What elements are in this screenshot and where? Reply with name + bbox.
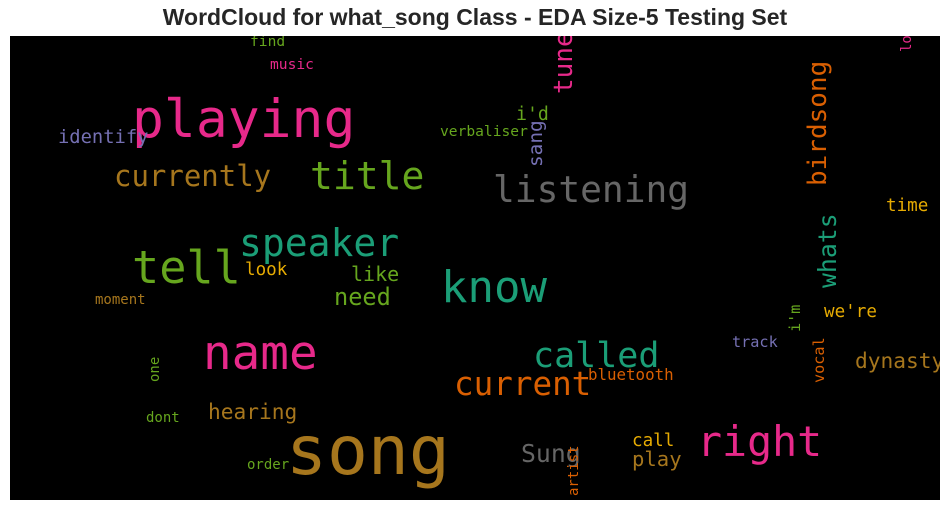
word-dynasty: dynasty (855, 348, 940, 373)
word-know: know (441, 262, 547, 313)
word-vocal: vocal (810, 337, 828, 383)
word-track: track (732, 333, 778, 351)
word-play: play (632, 447, 682, 471)
word-current: current (454, 365, 591, 403)
word-i-m: i'm (786, 305, 804, 332)
word-look: look (245, 260, 288, 280)
word-music: music (270, 56, 314, 73)
word-right: right (697, 417, 822, 466)
word-hearing: hearing (208, 399, 297, 424)
word-bluetooth: bluetooth (588, 365, 674, 384)
word-time: time (886, 196, 928, 216)
word-moment: moment (95, 292, 146, 308)
word-order: order (247, 457, 289, 473)
word-sang: sang (524, 120, 547, 167)
word-whats: whats (813, 213, 842, 288)
word-we-re: we're (824, 302, 877, 322)
wordcloud-svg: song playing name tell know right title speaker… (10, 36, 940, 500)
word-currently: currently (114, 159, 271, 193)
word-title: title (310, 154, 424, 198)
word-called: called (533, 336, 659, 376)
word-verbaliser: verbaliser (440, 123, 528, 140)
word-sung: Sung (521, 439, 581, 468)
wordcloud-canvas: song playing name tell know right title speaker… (10, 36, 940, 500)
word-artist: artist (566, 445, 582, 496)
word-i-d: i'd (516, 104, 549, 125)
word-call: call (632, 431, 674, 451)
word-find: find (250, 36, 285, 50)
word-identify: identify (58, 127, 148, 148)
word-like: like (351, 262, 399, 286)
word-playing: playing (132, 89, 355, 150)
word-tell: tell (132, 241, 241, 294)
word-birdsong: birdsong (803, 61, 833, 186)
word-dont: dont (146, 410, 180, 426)
word-love: love (899, 36, 915, 52)
word-need: need (334, 283, 391, 311)
word-speaker: speaker (239, 221, 399, 265)
word-one: one (147, 357, 163, 382)
word-song: song (286, 412, 450, 491)
word-listening: listening (493, 168, 689, 211)
chart-title: WordCloud for what_song Class - EDA Size… (162, 4, 788, 30)
word-tune: tune (549, 36, 579, 94)
word-name: name (203, 326, 318, 381)
